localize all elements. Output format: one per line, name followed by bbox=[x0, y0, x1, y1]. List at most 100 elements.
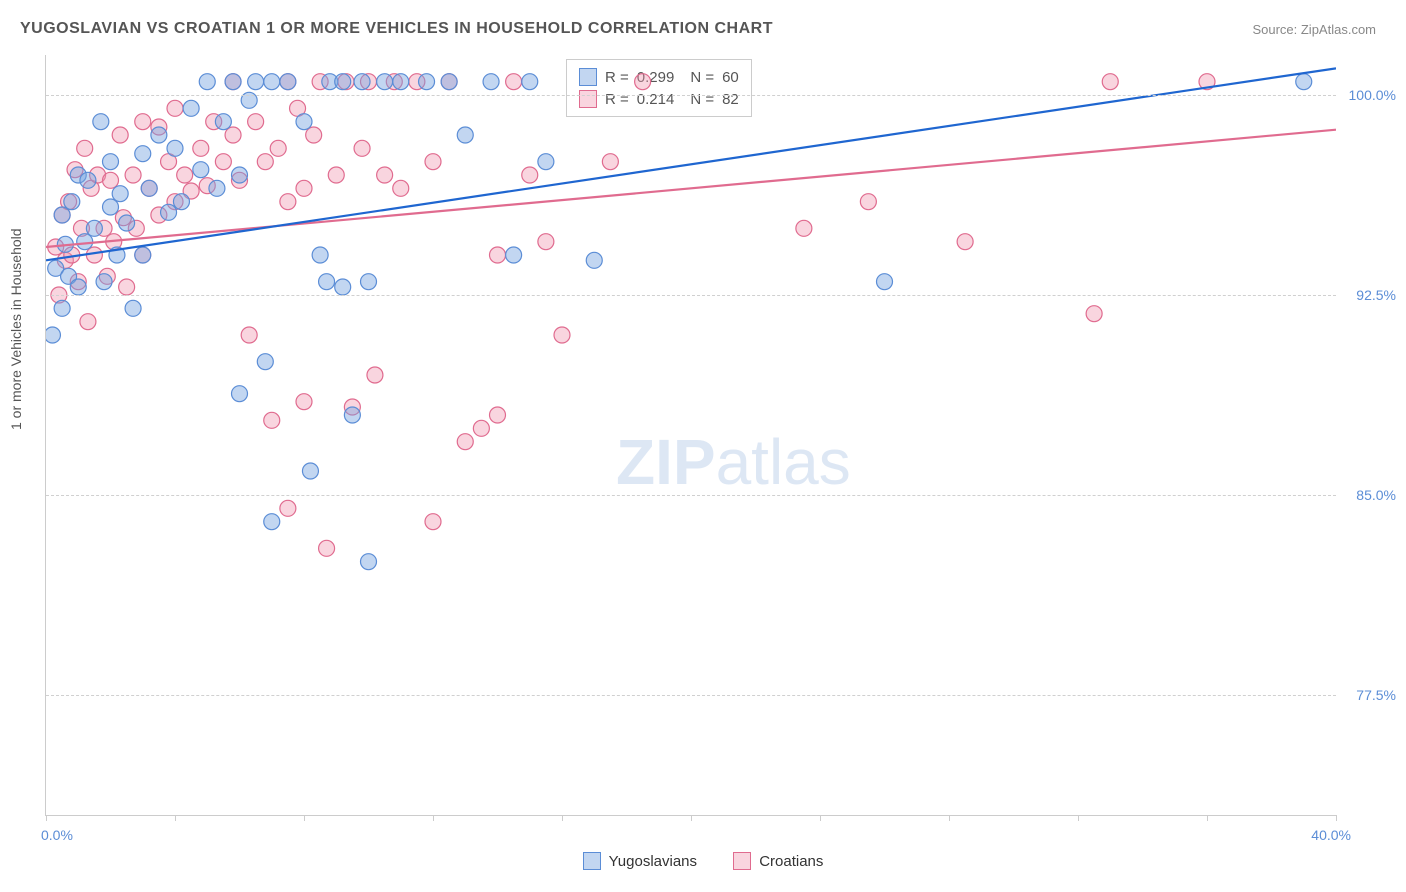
gridline bbox=[46, 695, 1336, 696]
point-croatian bbox=[80, 314, 96, 330]
point-yugoslavian bbox=[264, 514, 280, 530]
point-croatian bbox=[522, 167, 538, 183]
y-tick-label: 85.0% bbox=[1356, 487, 1396, 503]
point-yugoslavian bbox=[335, 74, 351, 90]
x-axis-min-label: 0.0% bbox=[41, 827, 73, 843]
point-croatian bbox=[270, 140, 286, 156]
x-tick bbox=[46, 815, 47, 821]
point-yugoslavian bbox=[199, 74, 215, 90]
point-croatian bbox=[264, 412, 280, 428]
point-croatian bbox=[296, 394, 312, 410]
point-croatian bbox=[296, 180, 312, 196]
gridline bbox=[46, 495, 1336, 496]
point-yugoslavian bbox=[77, 234, 93, 250]
point-croatian bbox=[473, 420, 489, 436]
point-croatian bbox=[490, 407, 506, 423]
x-tick bbox=[1207, 815, 1208, 821]
point-yugoslavian bbox=[377, 74, 393, 90]
point-yugoslavian bbox=[135, 146, 151, 162]
scatter-svg bbox=[46, 55, 1336, 815]
point-yugoslavian bbox=[441, 74, 457, 90]
point-croatian bbox=[193, 140, 209, 156]
gridline bbox=[46, 95, 1336, 96]
y-axis-label: 1 or more Vehicles in Household bbox=[8, 228, 24, 430]
point-croatian bbox=[1102, 74, 1118, 90]
legend-label-yugoslavians: Yugoslavians bbox=[609, 853, 697, 870]
y-tick-label: 100.0% bbox=[1349, 87, 1396, 103]
point-yugoslavian bbox=[319, 274, 335, 290]
point-croatian bbox=[328, 167, 344, 183]
point-croatian bbox=[425, 514, 441, 530]
point-yugoslavian bbox=[54, 300, 70, 316]
legend-item-croatians: Croatians bbox=[733, 852, 823, 870]
point-yugoslavian bbox=[125, 300, 141, 316]
legend-bottom: Yugoslavians Croatians bbox=[0, 852, 1406, 874]
point-croatian bbox=[112, 127, 128, 143]
point-yugoslavian bbox=[538, 154, 554, 170]
gridline bbox=[46, 295, 1336, 296]
point-croatian bbox=[367, 367, 383, 383]
point-yugoslavian bbox=[877, 274, 893, 290]
point-yugoslavian bbox=[361, 274, 377, 290]
point-croatian bbox=[177, 167, 193, 183]
point-yugoslavian bbox=[506, 247, 522, 263]
point-croatian bbox=[860, 194, 876, 210]
point-croatian bbox=[602, 154, 618, 170]
point-croatian bbox=[796, 220, 812, 236]
swatch-bottom-yugoslavians bbox=[583, 852, 601, 870]
point-yugoslavian bbox=[248, 74, 264, 90]
point-croatian bbox=[538, 234, 554, 250]
point-yugoslavian bbox=[135, 247, 151, 263]
point-croatian bbox=[119, 279, 135, 295]
point-yugoslavian bbox=[173, 194, 189, 210]
trendline-yugoslavian bbox=[46, 68, 1336, 260]
point-croatian bbox=[319, 540, 335, 556]
point-yugoslavian bbox=[280, 74, 296, 90]
point-yugoslavian bbox=[483, 74, 499, 90]
x-tick bbox=[1078, 815, 1079, 821]
point-yugoslavian bbox=[225, 74, 241, 90]
point-yugoslavian bbox=[167, 140, 183, 156]
x-tick bbox=[175, 815, 176, 821]
point-yugoslavian bbox=[312, 247, 328, 263]
point-yugoslavian bbox=[361, 554, 377, 570]
point-croatian bbox=[957, 234, 973, 250]
chart-title: YUGOSLAVIAN VS CROATIAN 1 OR MORE VEHICL… bbox=[20, 20, 773, 38]
point-yugoslavian bbox=[264, 74, 280, 90]
point-croatian bbox=[167, 100, 183, 116]
point-croatian bbox=[457, 434, 473, 450]
point-yugoslavian bbox=[296, 114, 312, 130]
source-label: Source: ZipAtlas.com bbox=[1252, 22, 1376, 37]
point-yugoslavian bbox=[344, 407, 360, 423]
point-croatian bbox=[280, 194, 296, 210]
point-croatian bbox=[248, 114, 264, 130]
point-yugoslavian bbox=[215, 114, 231, 130]
point-yugoslavian bbox=[54, 207, 70, 223]
point-yugoslavian bbox=[302, 463, 318, 479]
point-yugoslavian bbox=[151, 127, 167, 143]
point-croatian bbox=[215, 154, 231, 170]
point-croatian bbox=[306, 127, 322, 143]
point-yugoslavian bbox=[393, 74, 409, 90]
point-croatian bbox=[77, 140, 93, 156]
point-yugoslavian bbox=[257, 354, 273, 370]
point-yugoslavian bbox=[1296, 74, 1312, 90]
point-yugoslavian bbox=[80, 172, 96, 188]
x-tick bbox=[691, 815, 692, 821]
point-croatian bbox=[257, 154, 273, 170]
point-croatian bbox=[241, 327, 257, 343]
point-yugoslavian bbox=[335, 279, 351, 295]
point-yugoslavian bbox=[86, 220, 102, 236]
point-yugoslavian bbox=[522, 74, 538, 90]
point-yugoslavian bbox=[141, 180, 157, 196]
x-axis-max-label: 40.0% bbox=[1311, 827, 1351, 843]
swatch-bottom-croatians bbox=[733, 852, 751, 870]
point-croatian bbox=[125, 167, 141, 183]
x-tick bbox=[433, 815, 434, 821]
point-croatian bbox=[635, 74, 651, 90]
point-yugoslavian bbox=[586, 252, 602, 268]
point-croatian bbox=[1086, 306, 1102, 322]
x-tick bbox=[304, 815, 305, 821]
point-yugoslavian bbox=[419, 74, 435, 90]
chart-plot-area: ZIPatlas R = 0.299 N = 60 R = 0.214 N = … bbox=[45, 55, 1336, 816]
